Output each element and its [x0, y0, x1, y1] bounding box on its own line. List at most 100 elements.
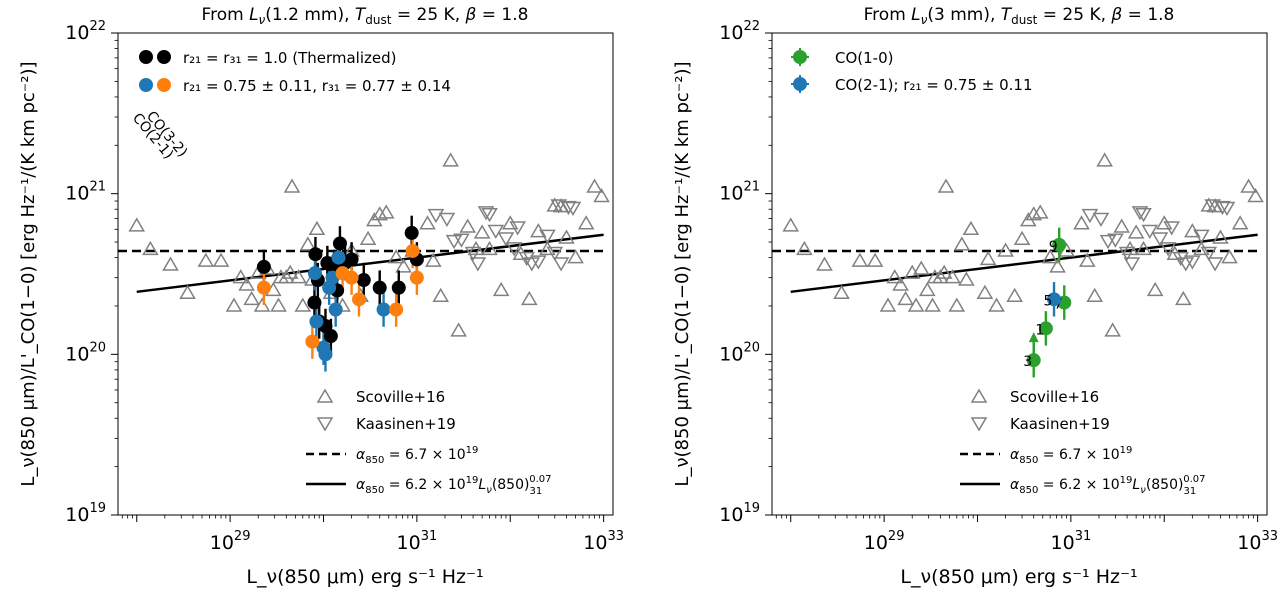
comparison-markers — [128, 152, 1264, 337]
scoville-marker — [586, 178, 603, 193]
scoville-marker — [558, 229, 575, 244]
right-x-tick-label: 1029 — [864, 529, 905, 554]
scoville-marker — [142, 240, 159, 256]
legend-marker-thermalized — [139, 50, 153, 64]
data-point — [1026, 353, 1041, 368]
scoville-marker — [243, 290, 260, 306]
scoville-marker — [539, 240, 556, 256]
data-point — [332, 236, 347, 251]
scoville-marker — [924, 297, 941, 312]
alpha-fit-line — [790, 233, 1258, 294]
left-y-tick-label: 1022 — [65, 19, 106, 44]
kaasinen-marker — [1135, 207, 1152, 223]
left-x-tick-label: 1031 — [397, 529, 438, 554]
kaasinen-marker — [469, 257, 487, 272]
scoville-marker — [816, 256, 833, 271]
kaasinen-marker — [464, 246, 482, 262]
scoville-marker — [932, 269, 949, 284]
scoville-marker — [979, 250, 997, 266]
data-point — [331, 250, 346, 265]
left-y-tick-label: 1021 — [65, 180, 106, 205]
scoville-marker — [1175, 290, 1192, 306]
kaasinen-marker — [530, 255, 547, 270]
scoville-marker — [953, 236, 971, 251]
data-point — [376, 302, 391, 317]
scoville-marker — [944, 269, 961, 284]
data-point — [344, 270, 359, 285]
kaasinen-marker — [539, 229, 556, 244]
kaasinen-marker — [1206, 257, 1224, 272]
left-panel-title: From Lν(1.2 mm), Tdust = 25 K, β = 1.8 — [202, 5, 529, 27]
kaasinen-marker — [427, 208, 445, 224]
scoville-marker — [473, 224, 491, 239]
scoville-marker — [1231, 215, 1249, 230]
kaasinen-marker — [1200, 246, 1218, 262]
scoville-marker — [1221, 249, 1238, 264]
scoville-marker — [577, 215, 595, 230]
data-point — [409, 270, 424, 285]
kaasinen-marker — [1151, 232, 1169, 247]
data-point — [256, 259, 271, 274]
scoville-marker — [918, 281, 936, 297]
scoville-marker — [1096, 152, 1113, 167]
right-y-tick-label: 1021 — [719, 180, 760, 205]
data-point — [323, 329, 338, 344]
kaasinen-marker — [1163, 221, 1180, 236]
scoville-marker — [359, 230, 377, 246]
scoville-marker — [1113, 218, 1130, 233]
legend-marker-kaasinen — [970, 417, 988, 432]
data-point — [307, 295, 322, 310]
legend-label-thermalized: r₂₁ = r₃₁ = 1.0 (Thermalized) — [183, 49, 397, 67]
data-point — [372, 280, 387, 295]
legend-label-kaasinen: Kaasinen+19 — [1010, 415, 1110, 433]
scoville-marker — [238, 276, 255, 291]
right-y-axis-label: L_ν(850 μm)/L'_CO(1−0) [erg Hz⁻¹/(K km p… — [672, 61, 693, 486]
right-y-tick-label: 1019 — [719, 501, 760, 526]
legend-label-alpha-fit: α850 = 6.2 × 1019Lν(850)310.07 — [356, 474, 551, 497]
scoville-marker — [958, 271, 975, 286]
legend-marker-scoville — [970, 388, 988, 403]
kaasinen-marker — [438, 212, 456, 228]
scoville-marker — [782, 217, 800, 232]
data-point — [308, 247, 323, 262]
scoville-marker — [467, 240, 485, 256]
kaasinen-marker — [509, 221, 526, 236]
scoville-marker — [851, 252, 869, 267]
data-point — [356, 273, 371, 288]
data-point — [389, 302, 404, 317]
data-point — [256, 280, 271, 295]
data-point — [391, 280, 406, 295]
scoville-marker — [1104, 322, 1121, 337]
scoville-marker — [450, 322, 467, 337]
scoville-marker — [1013, 230, 1031, 246]
scoville-marker — [1086, 287, 1104, 302]
scoville-marker — [948, 297, 966, 312]
scoville-marker — [962, 220, 980, 236]
legend-marker-co32 — [157, 78, 171, 92]
right-plot-frame — [771, 32, 1268, 516]
kaasinen-marker — [1099, 234, 1117, 250]
kaasinen-marker — [546, 246, 564, 262]
left-x-tick-label: 1029 — [210, 529, 251, 554]
left-y-axis-label: L_ν(850 μm)/L'_CO(1−0) [erg Hz⁻¹/(K km p… — [18, 61, 39, 486]
kaasinen-marker — [1218, 201, 1236, 217]
source-label: 9 — [1049, 239, 1058, 255]
legend-label-kaasinen: Kaasinen+19 — [356, 415, 456, 433]
kaasinen-marker — [445, 234, 463, 250]
scoville-marker — [419, 215, 436, 230]
scoville-marker — [1135, 240, 1152, 256]
left-y-tick-label: 1020 — [65, 340, 106, 365]
scoville-marker — [976, 284, 994, 299]
error-bars — [262, 215, 1066, 378]
scoville-marker — [897, 290, 914, 306]
source-label: 5 — [1044, 293, 1053, 309]
scoville-marker — [997, 242, 1014, 257]
scoville-marker — [886, 269, 904, 284]
kaasinen-marker — [1081, 208, 1099, 224]
scoville-marker — [988, 297, 1005, 312]
scoville-marker — [308, 220, 326, 236]
data-point — [307, 266, 322, 281]
data-point — [351, 292, 366, 307]
left-upper-legend: r₂₁ = r₃₁ = 1.0 (Thermalized) r₂₁ = 0.75… — [129, 49, 451, 162]
